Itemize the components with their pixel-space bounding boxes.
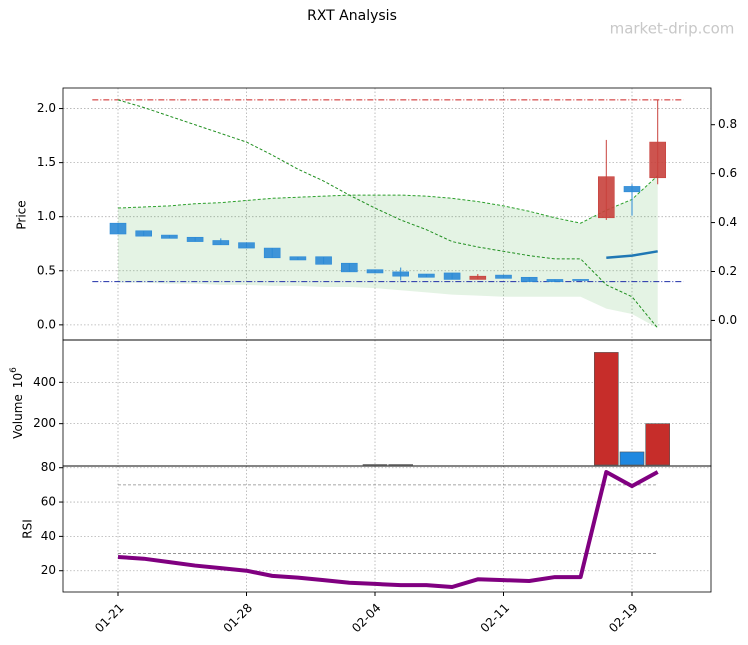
candle-body (520, 276, 538, 282)
y-tick-label: 0.6 (718, 166, 737, 180)
candle-body (495, 274, 512, 279)
candle-body (289, 256, 307, 261)
candle-body (135, 230, 152, 237)
y-tick-label: 400 (33, 375, 56, 389)
y-tick-label: 1.0 (37, 209, 56, 223)
candle-body (186, 236, 204, 242)
y-tick-label: 60 (41, 495, 56, 509)
candle-body (238, 242, 255, 249)
candle-body (443, 272, 461, 280)
offset-base: 10 (11, 373, 25, 388)
volume-bar (645, 423, 671, 466)
candle-body (597, 176, 615, 219)
y-axis-label: Price (15, 200, 29, 229)
band-upper-line (117, 175, 659, 224)
x-tick-label: 02-04 (349, 601, 384, 636)
candle-body (546, 279, 564, 282)
candle-body (392, 271, 410, 277)
x-tick-label: 01-28 (221, 601, 256, 636)
x-tick-label: 02-11 (478, 601, 513, 636)
panel-frame (62, 465, 712, 593)
x-tick-label: 01-21 (92, 601, 127, 636)
y-axis-label-text: Volume (11, 394, 25, 439)
candle-body (572, 279, 589, 281)
y-tick-label: 0.0 (718, 313, 737, 327)
y-tick-label: 0.2 (718, 264, 737, 278)
y-tick-label: 200 (33, 416, 56, 430)
candle-body (315, 256, 332, 265)
candle-body (623, 186, 641, 193)
plot-layer: 01-21 01-28 02-04 02-11 02-19 0.0 0.5 1.0 1.5 2.0… (33, 87, 737, 636)
y-tick-label: 0.0 (37, 317, 56, 331)
candle-body (340, 262, 358, 273)
y-tick-label: 80 (41, 460, 56, 474)
y-tick-label: 0.5 (37, 263, 56, 277)
overlay-line (606, 250, 658, 260)
candle-body (263, 247, 281, 259)
watermark: market-drip.com (610, 20, 735, 38)
y-axis-label: Volume 106 (9, 367, 25, 439)
overlay-line (117, 99, 659, 329)
candle-body (469, 275, 487, 280)
x-tick-label: 02-19 (606, 601, 641, 636)
y-tick-label: 0.4 (718, 215, 737, 229)
chart-title: RXT Analysis (307, 8, 397, 24)
y-tick-label: 1.5 (37, 155, 56, 169)
y-tick-label: 20 (41, 563, 56, 577)
candle-body (109, 222, 127, 235)
rsi-line (117, 470, 659, 590)
y-axis-label: RSI (21, 519, 35, 539)
candle-body (649, 141, 667, 179)
volume-bar (593, 352, 619, 466)
volume-bar (619, 451, 645, 466)
candle-body (366, 269, 384, 274)
y-tick-label: 0.8 (718, 117, 737, 131)
y-tick-label: 40 (41, 529, 56, 543)
candle-body (212, 240, 230, 246)
y-tick-label: 2.0 (37, 101, 56, 115)
candle-body (418, 273, 435, 278)
candle-body (161, 234, 178, 239)
offset-exponent: 6 (9, 367, 19, 373)
band-area (118, 175, 658, 329)
